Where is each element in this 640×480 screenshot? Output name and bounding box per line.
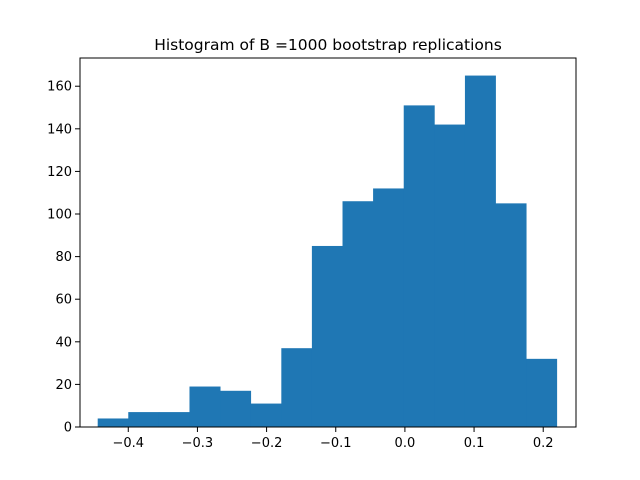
x-tick-label: 0.1 [464, 436, 485, 451]
bars-group [97, 75, 558, 427]
histogram-bar [434, 124, 466, 427]
x-tick-label: −0.3 [182, 436, 214, 451]
histogram-bar [495, 203, 527, 427]
histogram-bar [526, 358, 558, 427]
y-axis: 0 20 40 60 80 100 120 140 160 [47, 80, 80, 436]
y-tick-label: 0 [64, 421, 72, 436]
x-tick-label: −0.4 [112, 436, 144, 451]
y-tick-label: 120 [47, 165, 72, 180]
y-tick-label: 100 [47, 208, 72, 223]
plot-frame [79, 57, 577, 428]
histogram-bar [158, 412, 190, 427]
histogram-bar [403, 105, 435, 427]
histogram-bar [97, 418, 129, 427]
histogram-bar [250, 403, 282, 427]
histogram-bar [373, 188, 405, 427]
x-axis: −0.4 −0.3 −0.2 −0.1 0.0 0.1 0.2 [112, 427, 554, 451]
y-tick-label: 140 [47, 122, 72, 137]
histogram-bar [189, 386, 221, 427]
histogram-bar [311, 245, 343, 427]
histogram-bar [464, 75, 496, 427]
histogram-bar [342, 201, 374, 427]
histogram-bar [128, 412, 160, 427]
y-tick-label: 160 [47, 80, 72, 95]
y-tick-label: 80 [55, 250, 72, 265]
x-tick-label: 0.0 [395, 436, 416, 451]
x-tick-label: 0.2 [533, 436, 554, 451]
y-tick-label: 60 [55, 293, 72, 308]
y-tick-label: 20 [55, 378, 72, 393]
x-tick-label: −0.1 [320, 436, 352, 451]
histogram-bar [281, 348, 313, 427]
chart-title: Histogram of B =1000 bootstrap replicati… [154, 36, 502, 54]
x-tick-label: −0.2 [251, 436, 283, 451]
y-tick-label: 40 [55, 335, 72, 350]
histogram-bar [220, 390, 252, 427]
